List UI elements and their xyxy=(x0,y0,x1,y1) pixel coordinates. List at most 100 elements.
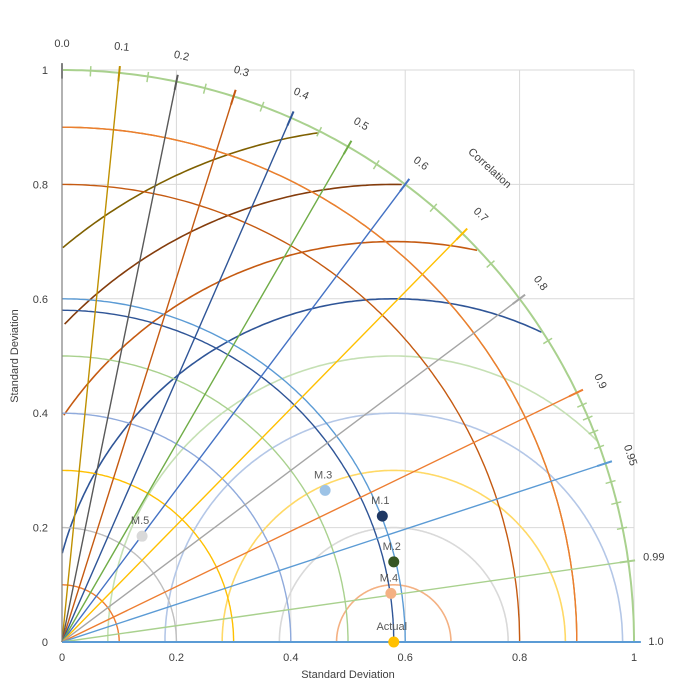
correlation-minor-tick-7 xyxy=(486,260,495,269)
std-arc-3 xyxy=(62,412,292,642)
data-point-label-5: Actual xyxy=(376,621,407,633)
correlation-label-1: 0.1 xyxy=(114,40,130,53)
correlation-rays xyxy=(61,63,641,643)
data-point-5 xyxy=(388,636,400,648)
y-tick-label-2: 0.4 xyxy=(33,408,48,420)
std-arc-5 xyxy=(62,298,406,642)
y-tick-label-5: 1 xyxy=(42,65,48,77)
std-arc-1 xyxy=(62,526,178,642)
extra-arc-1 xyxy=(62,126,578,642)
correlation-ray-8 xyxy=(61,298,521,643)
correlation-minor-tick-3 xyxy=(259,101,265,112)
correlation-tick-4 xyxy=(286,111,295,127)
correlation-minor-tick-13 xyxy=(605,479,616,485)
rmsd-arc-1 xyxy=(278,526,509,642)
correlation-label-11: 0.99 xyxy=(643,552,664,564)
rmsd-arc-7 xyxy=(64,183,402,325)
correlation-label-3: 0.3 xyxy=(232,64,250,80)
x-tick-label-1: 0.2 xyxy=(169,652,184,664)
correlation-ray-9 xyxy=(61,392,578,643)
x-tick-label-5: 1 xyxy=(631,652,637,664)
correlation-tick-11 xyxy=(619,559,636,564)
correlation-label-10: 0.95 xyxy=(621,443,639,467)
correlation-minor-tick-15 xyxy=(616,526,628,531)
x-tick-label-0: 0 xyxy=(59,652,65,664)
correlation-label-7: 0.7 xyxy=(471,205,490,224)
rmsd-arc-0 xyxy=(335,584,452,642)
correlation-minor-tick-1 xyxy=(146,71,150,83)
correlation-minor-tick-14 xyxy=(611,501,622,506)
std-arcs xyxy=(61,69,635,643)
correlation-minor-tick-2 xyxy=(202,83,207,94)
correlation-tick-2 xyxy=(173,74,179,91)
correlation-tick-8 xyxy=(512,293,526,305)
correlation-minor-tick-9 xyxy=(577,402,587,408)
y-tick-label-4: 0.8 xyxy=(33,179,48,191)
axes xyxy=(61,70,634,643)
correlation-label-12: 1.0 xyxy=(648,636,663,648)
x-tick-label-4: 0.8 xyxy=(512,652,527,664)
correlation-ray-2 xyxy=(61,81,178,643)
data-point-label-2: M.3 xyxy=(314,469,332,481)
correlation-tick-6 xyxy=(399,178,411,192)
data-point-label-1: M.2 xyxy=(383,541,401,553)
std-arc-8 xyxy=(62,69,635,642)
x-tick-label-3: 0.6 xyxy=(398,652,413,664)
correlation-ray-6 xyxy=(61,183,406,643)
data-point-2 xyxy=(319,484,331,496)
data-point-0 xyxy=(376,510,388,522)
correlation-ray-4 xyxy=(61,117,292,643)
std-arc-7 xyxy=(62,126,578,642)
rmsd-arc-5 xyxy=(61,298,542,554)
correlation-ray-11 xyxy=(61,560,629,643)
y-tick-label-1: 0.2 xyxy=(33,523,48,535)
data-point-3 xyxy=(385,587,397,599)
correlation-label-9: 0.9 xyxy=(591,372,608,391)
correlation-label-0: 0.0 xyxy=(54,38,69,50)
correlation-ray-5 xyxy=(61,146,349,643)
rmsd-arc-2 xyxy=(221,469,567,642)
correlation-label-6: 0.6 xyxy=(411,154,430,173)
grid-layer xyxy=(61,69,635,643)
std-arc-6 xyxy=(62,183,521,642)
correlation-ray-3 xyxy=(61,96,235,643)
data-point-4 xyxy=(136,530,148,542)
y-tick-label-0: 0 xyxy=(42,637,48,649)
rmsd-arc-4 xyxy=(107,355,599,642)
correlation-tick-3 xyxy=(230,89,237,105)
correlation-minor-tick-0 xyxy=(89,66,92,77)
rmsd-arc-3 xyxy=(164,412,624,642)
y-axis-title: Standard Deviation xyxy=(9,309,21,403)
correlation-minor-tick-4 xyxy=(316,126,323,137)
correlation-tick-5 xyxy=(342,140,353,155)
extra-arc-0 xyxy=(61,309,395,643)
correlation-tick-7 xyxy=(455,227,468,241)
x-axis-title: Standard Deviation xyxy=(301,669,395,681)
correlation-minor-tick-11 xyxy=(588,429,599,435)
correlation-ray-7 xyxy=(61,233,463,643)
rmsd-arc-8 xyxy=(62,132,318,249)
data-point-1 xyxy=(388,556,400,568)
rmsd-arc-6 xyxy=(63,240,478,416)
correlation-minor-tick-10 xyxy=(582,415,593,421)
tick-labels: 0.0 0.1 0.2 0.3 0.4 0.5 0.6 0.7 0.8 0.9 0.95 0.99 1.… xyxy=(33,38,665,664)
correlation-minor-tick-12 xyxy=(594,444,605,450)
x-tick-label-2: 0.4 xyxy=(283,652,298,664)
data-points: M.1 M.2 M.3 M.4 M.5 Actual xyxy=(131,469,407,648)
correlation-ray-1 xyxy=(61,72,120,643)
correlation-tick-10 xyxy=(596,460,613,468)
std-arc-4 xyxy=(62,355,349,642)
correlation-label-4: 0.4 xyxy=(292,86,311,103)
correlation-label-5: 0.5 xyxy=(351,115,370,133)
correlation-minor-tick-5 xyxy=(372,160,380,170)
correlation-minor-tick-6 xyxy=(429,203,438,213)
y-tick-label-3: 0.6 xyxy=(33,294,48,306)
data-point-label-4: M.5 xyxy=(131,515,149,527)
correlation-label-2: 0.2 xyxy=(173,49,190,64)
data-point-label-0: M.1 xyxy=(371,495,389,507)
correlation-label-8: 0.8 xyxy=(531,274,550,293)
data-point-label-3: M.4 xyxy=(380,572,398,584)
std-arc-2 xyxy=(62,469,235,642)
correlation-ray-10 xyxy=(61,462,606,643)
